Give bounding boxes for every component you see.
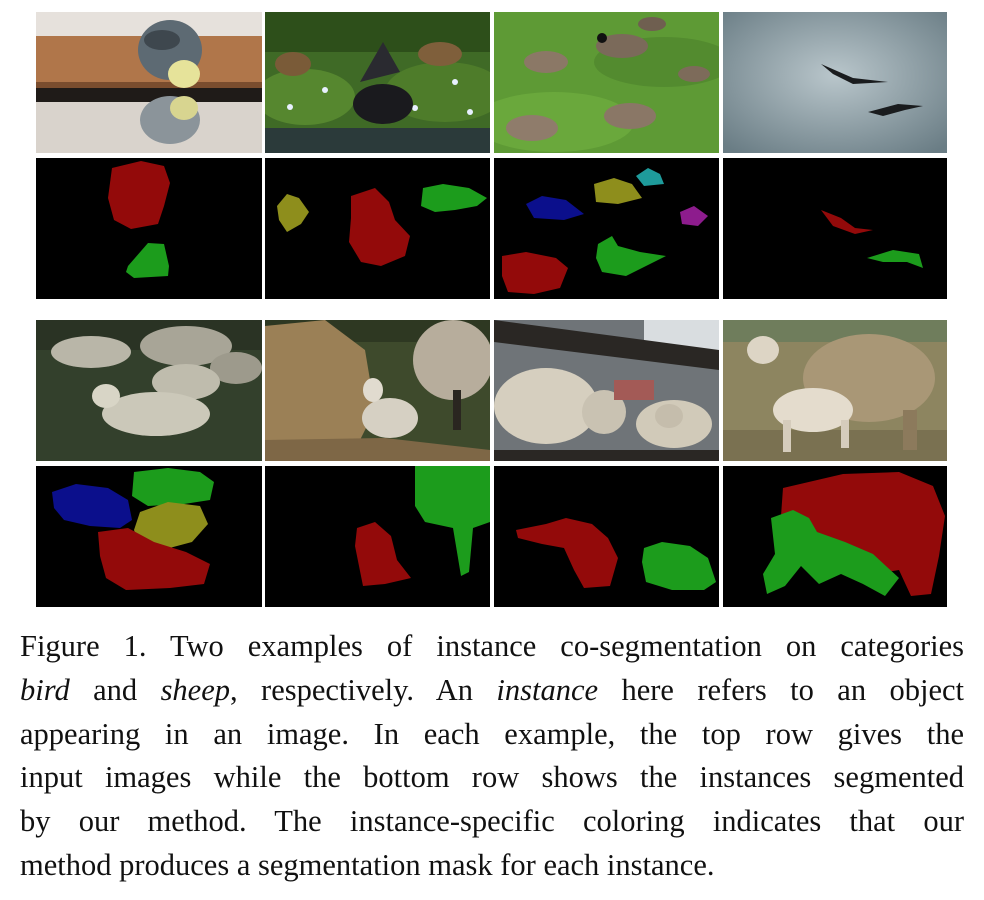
- bird-mask-2: [265, 158, 490, 299]
- sheep-mask-4: [723, 466, 947, 607]
- sheep-input-lambs-lying: [36, 320, 262, 461]
- caption-line-5: by our method. The instance-specific col…: [20, 804, 964, 839]
- sheep-mask-3: [494, 466, 719, 607]
- caption-term-instance: instance: [496, 672, 599, 707]
- caption-term-sheep: sheep: [160, 672, 231, 707]
- caption-line-1: Figure 1. Two examples of instance co-se…: [20, 629, 964, 663]
- caption-line-4: input images while the bottom row shows …: [20, 760, 964, 795]
- caption-term-bird: bird: [20, 672, 70, 707]
- caption-line-6: method produces a segmentation mask for …: [20, 847, 715, 882]
- bird-input-geese-on-grass: [494, 12, 719, 153]
- sheep-input-lamb-and-hay: [265, 320, 490, 461]
- sheep-input-sheep-behind-fence: [494, 320, 719, 461]
- sheep-input-ewe-and-lamb: [723, 320, 947, 461]
- caption-line-3: appearing in an image. In each example, …: [20, 716, 964, 751]
- bird-input-flying-storks: [723, 12, 947, 153]
- bird-input-budgerigar: [36, 12, 262, 153]
- caption-text: here refers to an object: [598, 672, 964, 707]
- bird-mask-1: [36, 158, 262, 299]
- caption-line-2: bird and sheep, respectively. An instanc…: [20, 669, 964, 713]
- sheep-mask-2: [265, 466, 490, 607]
- figure-caption: Figure 1. Two examples of instance co-se…: [20, 625, 964, 888]
- caption-text: and: [69, 672, 161, 707]
- bird-mask-3: [494, 158, 719, 299]
- bird-mask-4: [723, 158, 947, 299]
- caption-text: , respectively. An: [230, 672, 497, 707]
- sheep-mask-1: [36, 466, 262, 607]
- bird-input-coot-and-ducks: [265, 12, 490, 153]
